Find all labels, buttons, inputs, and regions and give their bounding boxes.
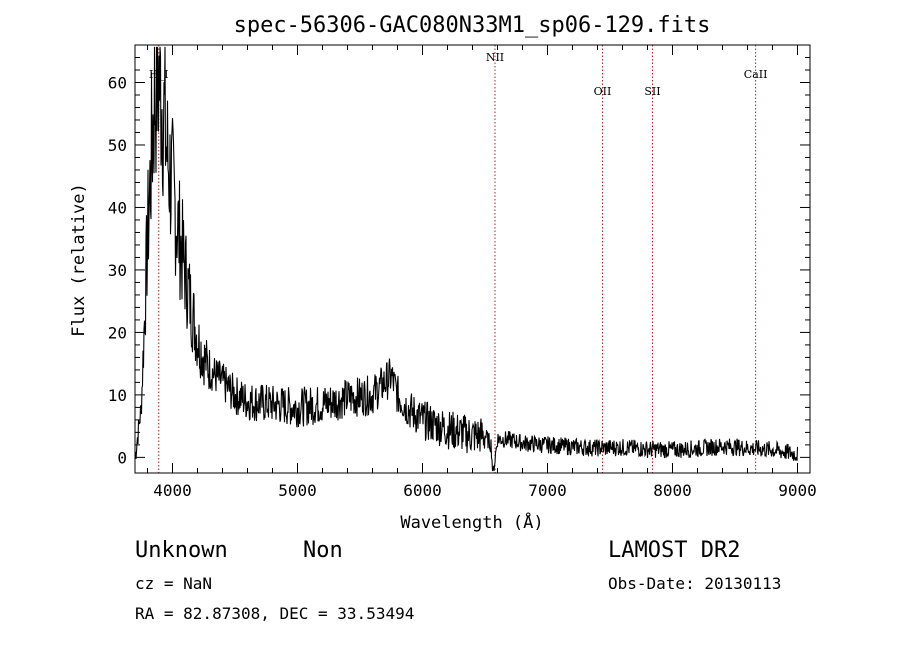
line-label-caii: CaII [744, 68, 768, 81]
x-axis-label: Wavelength (Å) [400, 511, 543, 533]
x-axis: 4000 5000 6000 7000 8000 9000 [147, 45, 817, 500]
x-tick-label: 7000 [528, 481, 567, 500]
line-label-oii: OII [594, 85, 612, 98]
object-subclass: Non [303, 538, 343, 563]
cz-value: cz = NaN [135, 574, 213, 593]
y-tick-label: 20 [108, 323, 127, 342]
x-tick-label: 8000 [653, 481, 692, 500]
y-tick-label: 0 [117, 448, 127, 467]
y-tick-label: 30 [108, 261, 127, 280]
y-tick-label: 40 [108, 198, 127, 217]
x-tick-label: 5000 [278, 481, 317, 500]
object-class: Unknown [135, 538, 228, 563]
line-label-sii: SII [644, 85, 660, 98]
obs-date: Obs-Date: 20130113 [608, 574, 782, 593]
spectrum-line [134, 46, 799, 472]
survey-name: LAMOST DR2 [608, 538, 741, 563]
spectrum-chart: spec-56306-GAC080N33M1_sp06-129.fits H_I… [69, 13, 817, 533]
x-tick-label: 9000 [778, 481, 817, 500]
ra-dec-value: RA = 82.87308, DEC = 33.53494 [135, 604, 415, 623]
x-tick-label: 6000 [403, 481, 442, 500]
y-tick-label: 10 [108, 386, 127, 405]
y-tick-label: 60 [108, 73, 127, 92]
x-tick-label: 4000 [153, 481, 192, 500]
y-tick-label: 50 [108, 136, 127, 155]
line-label-nii: NII [486, 51, 504, 64]
y-axis-label: Flux (relative) [69, 183, 89, 337]
chart-title: spec-56306-GAC080N33M1_sp06-129.fits [234, 13, 711, 38]
y-axis: 0 10 20 30 40 50 60 [108, 56, 810, 467]
